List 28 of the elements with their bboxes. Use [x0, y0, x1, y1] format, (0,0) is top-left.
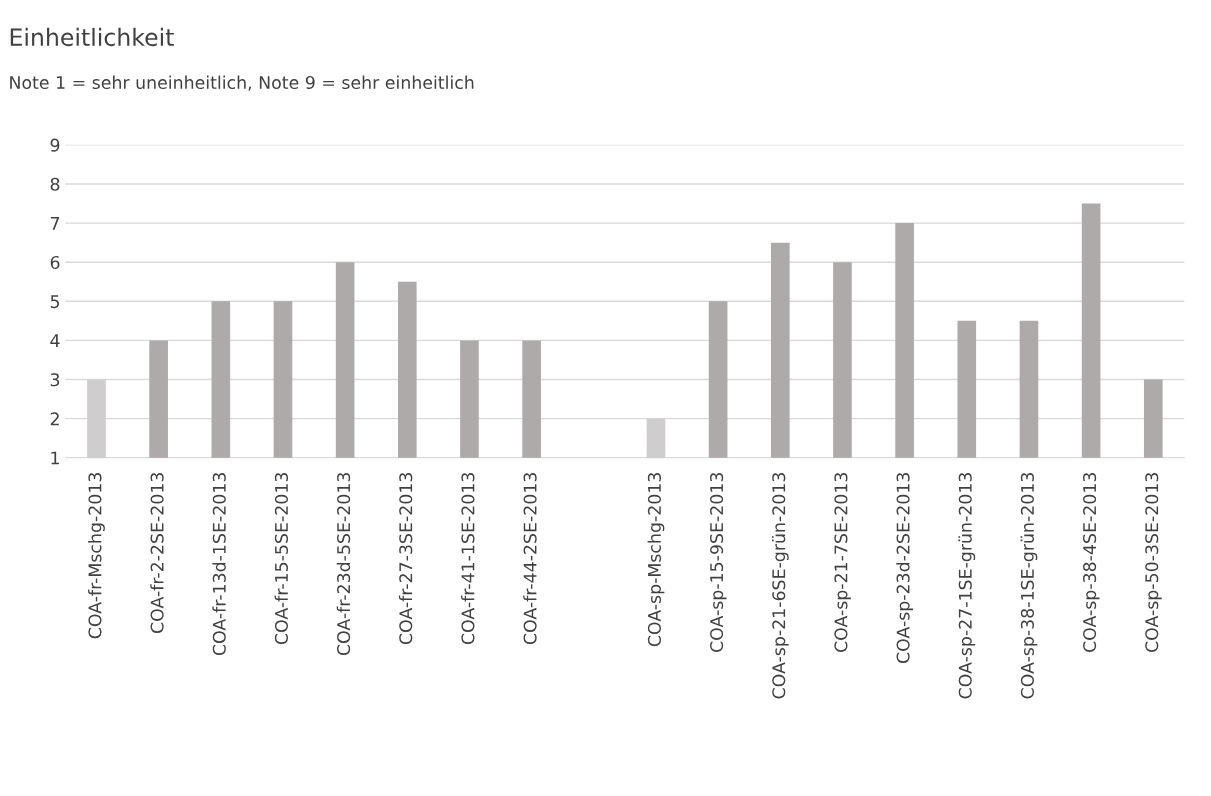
chart-subtitle: Note 1 = sehr uneinheitlich, Note 9 = sehr einheitlich	[10, 75, 474, 91]
y-tick-label: 6	[50, 255, 60, 270]
x-tick-label: COA-fr-41-1SE-2013	[461, 472, 475, 645]
x-tick-label: COA-fr-15-5SE-2013	[274, 472, 289, 645]
y-tick-label: 5	[50, 295, 60, 309]
x-tick-label: COA-sp-38-4SE-2013	[1083, 472, 1100, 653]
x-tick-label: COA-fr-13d-1SE-2013	[212, 472, 226, 656]
x-tick-label: COA-sp-21-7SE-2013	[834, 472, 851, 653]
x-tick-label: COA-sp-27-1SE-grün-2013	[958, 472, 976, 699]
x-tick-label: COA-sp-21-6SE-grün-2013	[771, 472, 789, 699]
x-tick-label: COA-sp-50-3SE-2013	[1145, 472, 1162, 653]
y-tick-label: 8	[50, 177, 60, 191]
y-tick-label: 2	[50, 412, 59, 426]
x-tick-label: COA-fr-23d-5SE-2013	[336, 472, 351, 656]
x-tick-label: COA-sp-Mschg-2013	[647, 472, 665, 647]
x-tick-label: COA-sp-23d-2SE-2013	[896, 472, 914, 664]
y-tick-label: 3	[50, 373, 60, 387]
y-tick-label: 9	[50, 138, 60, 152]
x-tick-label: COA-fr-44-2SE-2013	[523, 472, 537, 645]
x-tick-label: COA-fr-27-3SE-2013	[398, 472, 413, 645]
x-tick-label: COA-sp-38-1SE-grün-2013	[1020, 472, 1038, 699]
y-tick-label: 1	[51, 451, 59, 465]
x-tick-label: COA-sp-15-9SE-2013	[710, 472, 727, 653]
x-tick-label: COA-fr-Mschg-2013	[88, 472, 105, 639]
x-tick-label: COA-fr-2-2SE-2013	[150, 472, 164, 634]
y-tick-label: 7	[50, 217, 60, 230]
y-tick-label: 4	[50, 334, 60, 347]
chart-title: Einheitlichkeit	[10, 27, 174, 47]
